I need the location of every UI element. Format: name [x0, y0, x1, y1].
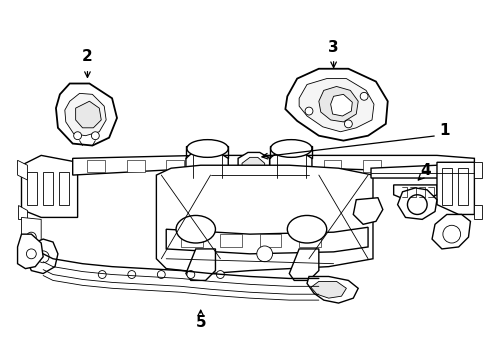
Polygon shape: [185, 249, 215, 280]
Polygon shape: [285, 69, 387, 141]
Polygon shape: [244, 160, 262, 172]
Text: 1: 1: [439, 123, 449, 138]
Polygon shape: [18, 234, 43, 269]
Polygon shape: [18, 204, 27, 219]
Polygon shape: [323, 160, 341, 172]
Polygon shape: [21, 156, 78, 217]
Text: 5: 5: [195, 315, 205, 330]
Circle shape: [186, 271, 194, 278]
Polygon shape: [284, 160, 302, 172]
Circle shape: [216, 271, 224, 278]
Circle shape: [256, 246, 272, 262]
Polygon shape: [473, 204, 481, 219]
Polygon shape: [185, 150, 228, 182]
Polygon shape: [87, 160, 105, 172]
Polygon shape: [441, 168, 451, 204]
Polygon shape: [27, 172, 37, 204]
Polygon shape: [289, 249, 318, 280]
Polygon shape: [76, 101, 101, 128]
Polygon shape: [65, 93, 106, 136]
Polygon shape: [363, 160, 380, 172]
Circle shape: [407, 195, 426, 215]
Polygon shape: [156, 165, 372, 274]
Polygon shape: [431, 215, 469, 249]
Circle shape: [127, 271, 136, 278]
Text: 4: 4: [419, 163, 429, 177]
Polygon shape: [220, 234, 242, 247]
Polygon shape: [259, 234, 281, 247]
Polygon shape: [166, 160, 183, 172]
Polygon shape: [318, 86, 358, 122]
Polygon shape: [330, 94, 351, 116]
Polygon shape: [473, 162, 481, 178]
Circle shape: [26, 249, 36, 259]
Polygon shape: [166, 227, 367, 254]
Polygon shape: [126, 160, 144, 172]
Polygon shape: [18, 160, 27, 180]
Circle shape: [74, 132, 81, 140]
Polygon shape: [59, 172, 69, 204]
Polygon shape: [238, 152, 269, 188]
Polygon shape: [352, 198, 382, 224]
Polygon shape: [310, 282, 346, 298]
Polygon shape: [181, 234, 202, 247]
Circle shape: [305, 107, 312, 115]
Ellipse shape: [176, 215, 215, 243]
Ellipse shape: [287, 215, 326, 243]
Polygon shape: [299, 234, 320, 247]
Polygon shape: [299, 78, 373, 132]
Ellipse shape: [270, 140, 311, 157]
Circle shape: [37, 251, 49, 263]
Circle shape: [98, 271, 106, 278]
Circle shape: [442, 225, 460, 243]
Polygon shape: [205, 160, 223, 172]
Polygon shape: [73, 156, 473, 175]
Polygon shape: [43, 172, 53, 204]
Polygon shape: [56, 84, 117, 145]
Polygon shape: [397, 188, 436, 219]
Polygon shape: [457, 168, 467, 204]
Polygon shape: [393, 185, 436, 200]
Polygon shape: [21, 217, 41, 249]
Text: 2: 2: [82, 49, 93, 64]
Ellipse shape: [186, 140, 228, 157]
Polygon shape: [436, 162, 473, 215]
Polygon shape: [269, 150, 311, 182]
Polygon shape: [242, 157, 264, 183]
Circle shape: [91, 132, 99, 140]
Polygon shape: [25, 239, 58, 274]
Circle shape: [344, 120, 351, 128]
Circle shape: [26, 232, 36, 242]
Text: 3: 3: [327, 40, 338, 55]
Circle shape: [360, 93, 367, 100]
Polygon shape: [408, 199, 420, 215]
Polygon shape: [306, 276, 358, 303]
Circle shape: [157, 271, 165, 278]
Polygon shape: [370, 165, 473, 178]
